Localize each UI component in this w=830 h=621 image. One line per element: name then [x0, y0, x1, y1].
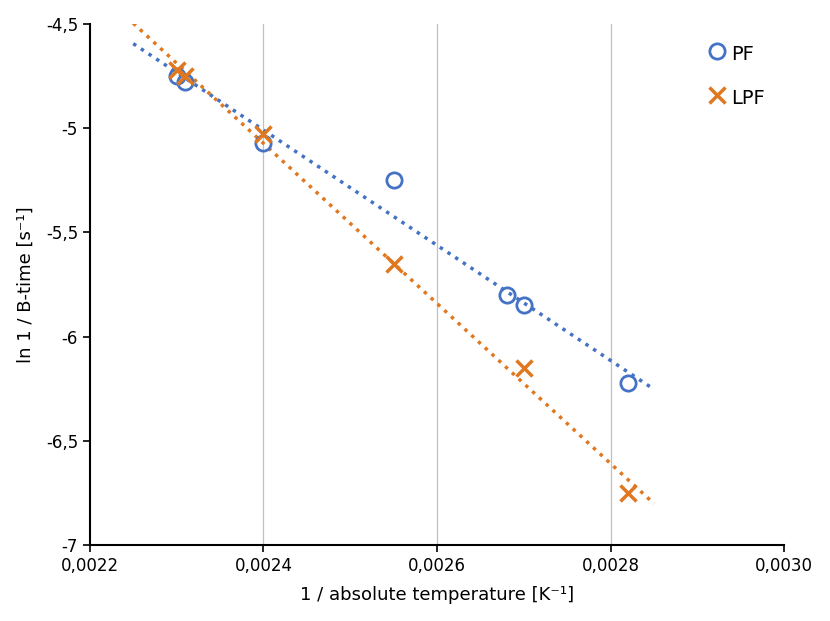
PF: [519, 302, 529, 309]
LPF: [388, 260, 398, 268]
Line: LPF: LPF: [169, 62, 636, 501]
PF: [623, 379, 633, 386]
PF: [388, 176, 398, 184]
PF: [258, 139, 268, 147]
LPF: [180, 72, 190, 79]
LPF: [258, 130, 268, 138]
Y-axis label: ln 1 / B-time [s⁻¹]: ln 1 / B-time [s⁻¹]: [17, 206, 35, 363]
Legend: PF, LPF: PF, LPF: [700, 34, 774, 117]
PF: [501, 291, 511, 299]
PF: [180, 78, 190, 86]
LPF: [172, 66, 182, 73]
LPF: [623, 489, 633, 497]
X-axis label: 1 / absolute temperature [K⁻¹]: 1 / absolute temperature [K⁻¹]: [300, 586, 574, 604]
LPF: [519, 365, 529, 372]
PF: [172, 72, 182, 79]
Line: PF: PF: [169, 68, 636, 390]
